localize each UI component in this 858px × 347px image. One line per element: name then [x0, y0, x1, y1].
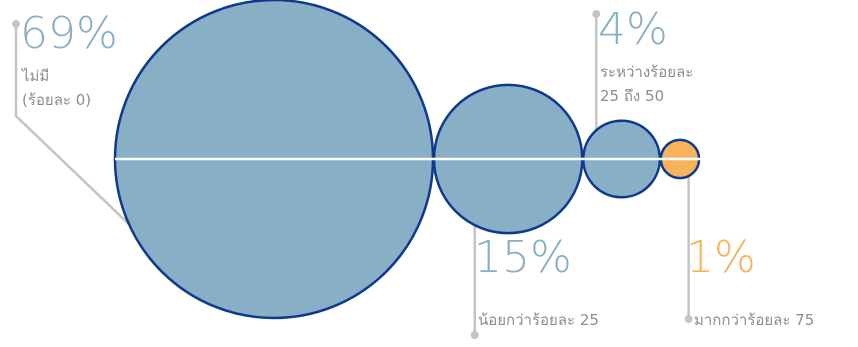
- percent-label-none: 69%: [20, 8, 118, 59]
- leader-dot-less-than-25: [470, 331, 479, 339]
- category-label-none: ไม่มี (ร้อยละ 0): [22, 67, 92, 109]
- category-label-less-than-25: น้อยกว่าร้อยละ 25: [478, 311, 599, 329]
- leader-dot-none: [12, 20, 20, 28]
- leader-dot-more-than-75: [684, 315, 693, 323]
- percent-label-25-to-50: 4%: [598, 4, 668, 55]
- percent-label-less-than-25: 15%: [474, 232, 572, 283]
- category-label-25-to-50: ระหว่างร้อยละ 25 ถึง 50: [600, 63, 694, 105]
- percent-label-more-than-75: 1%: [686, 232, 756, 283]
- category-label-more-than-75: มากกว่าร้อยละ 75: [694, 311, 815, 329]
- leader-dot-25-to-50: [592, 10, 601, 18]
